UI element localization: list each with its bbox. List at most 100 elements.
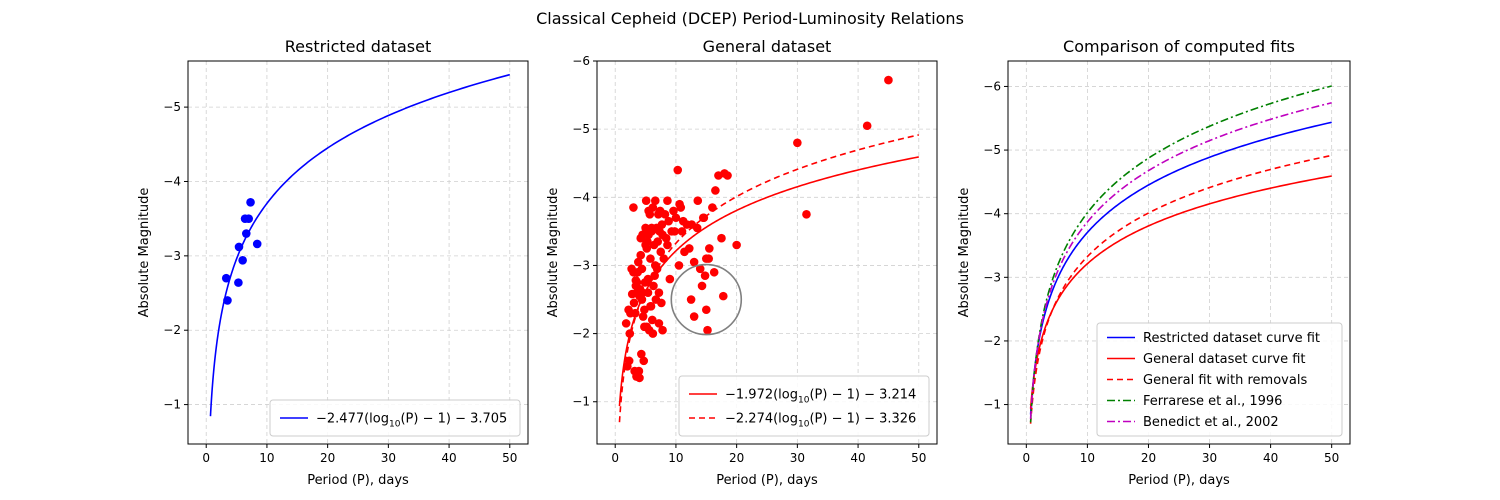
- data-point: [657, 298, 666, 308]
- legend-entry-label: −2.477(log10(P) − 1) − 3.705: [316, 412, 507, 430]
- data-point: [642, 244, 652, 253]
- data-point: [625, 329, 635, 338]
- legend-entry-label: −2.274(log10(P) − 1) − 3.326: [725, 412, 916, 430]
- series-line-dashdot: [1029, 85, 1332, 423]
- x-tick-label: 40: [1263, 451, 1278, 465]
- x-tick-label: 50: [911, 451, 926, 465]
- x-tick-label: 40: [850, 451, 865, 465]
- data-point: [664, 216, 673, 226]
- data-point: [638, 312, 648, 321]
- data-point: [693, 196, 703, 206]
- data-point: [669, 206, 678, 216]
- data-point: [659, 254, 669, 263]
- series-line-solid: [618, 156, 919, 407]
- legend: −1.972(log10(P) − 1) − 3.214 −2.274(log10…: [678, 375, 930, 437]
- data-point: [621, 319, 631, 328]
- y-axis-label: Absolute Magnitude: [957, 188, 972, 318]
- data-point: [246, 198, 255, 207]
- data-point: [654, 319, 664, 328]
- y-tick-label: −6: [983, 79, 1001, 93]
- axes-frame: [187, 60, 529, 445]
- data-point: [244, 214, 254, 223]
- data-point: [732, 240, 741, 250]
- data-point: [697, 281, 707, 291]
- data-point: [644, 206, 653, 216]
- y-axis-label: Absolute Magnitude: [137, 188, 152, 318]
- x-tick-label: 30: [381, 451, 396, 465]
- data-point: [629, 203, 638, 212]
- legend-entry-label: General fit with removals: [1143, 373, 1307, 388]
- data-point: [637, 264, 647, 274]
- y-tick-label: −1: [572, 395, 590, 409]
- x-tick-label: 40: [441, 451, 456, 465]
- y-tick-label: −5: [163, 100, 181, 114]
- data-point: [692, 223, 702, 233]
- legend-entry-label: Benedict et al., 2002: [1143, 415, 1279, 430]
- y-tick-label: −6: [572, 54, 590, 68]
- x-axis-label: Period (P), days: [307, 473, 409, 488]
- panel-title: Comparison of computed fits: [1063, 37, 1295, 56]
- data-point: [643, 274, 653, 284]
- legend-entry-label: Restricted dataset curve fit: [1143, 331, 1320, 346]
- x-tick-label: 20: [1141, 451, 1156, 465]
- legend-entry-label: Ferrarese et al., 1996: [1143, 394, 1282, 409]
- data-point: [234, 242, 244, 252]
- panel-title: General dataset: [703, 37, 832, 56]
- data-point: [647, 223, 656, 233]
- data-point: [650, 271, 659, 280]
- data-point: [631, 281, 641, 291]
- y-tick-label: −5: [983, 143, 1001, 157]
- data-point: [636, 233, 646, 243]
- panel-title: Restricted dataset: [285, 37, 432, 56]
- data-point: [676, 203, 686, 212]
- panel-restricted-dataset: 0 10 20 30 40 50 −1 −2 −3 −4 −5 Restricted dataset P…: [137, 37, 529, 488]
- data-point: [635, 373, 644, 383]
- data-point: [658, 325, 667, 335]
- data-point: [241, 229, 251, 238]
- data-point: [637, 349, 646, 359]
- data-point: [671, 213, 681, 223]
- data-point: [638, 288, 647, 298]
- data-point: [639, 356, 649, 366]
- axes-frame: [1007, 60, 1351, 445]
- data-point: [793, 138, 802, 148]
- data-point: [650, 261, 660, 270]
- data-point: [699, 213, 709, 223]
- data-point: [678, 216, 688, 226]
- figure-suptitle: Classical Cepheid (DCEP) Period-Luminosi…: [536, 9, 964, 28]
- x-tick-label: 0: [611, 451, 619, 465]
- data-point: [663, 240, 672, 250]
- series-line-dashdot: [1029, 102, 1332, 419]
- data-point: [718, 291, 728, 301]
- data-point: [686, 295, 696, 304]
- data-point: [641, 196, 651, 206]
- data-point: [637, 295, 647, 304]
- y-tick-label: −2: [983, 334, 1001, 348]
- data-point: [634, 366, 644, 376]
- data-point: [665, 274, 675, 284]
- x-tick-label: 10: [668, 451, 683, 465]
- data-point: [252, 239, 262, 249]
- x-tick-label: 20: [320, 451, 335, 465]
- data-point: [657, 220, 667, 229]
- data-point: [238, 256, 247, 265]
- y-tick-label: −3: [163, 249, 181, 263]
- data-point: [862, 121, 872, 131]
- data-point: [670, 227, 680, 236]
- y-tick-label: −4: [983, 207, 1001, 221]
- plot-area: [1029, 85, 1332, 424]
- y-tick-label: −5: [572, 122, 590, 136]
- data-point: [704, 254, 714, 263]
- data-point: [663, 196, 672, 206]
- data-point: [629, 298, 639, 308]
- y-axis-label: Absolute Magnitude: [546, 188, 561, 318]
- legend-box: [678, 375, 930, 437]
- legend-entry-label: General dataset curve fit: [1143, 352, 1306, 367]
- x-axis-label: Period (P), days: [1128, 473, 1230, 488]
- data-point: [646, 254, 655, 263]
- data-point: [674, 261, 684, 270]
- data-point: [223, 296, 232, 305]
- data-point: [221, 273, 231, 283]
- legend: −2.477(log10(P) − 1) − 3.705: [269, 399, 521, 437]
- data-point: [234, 278, 243, 287]
